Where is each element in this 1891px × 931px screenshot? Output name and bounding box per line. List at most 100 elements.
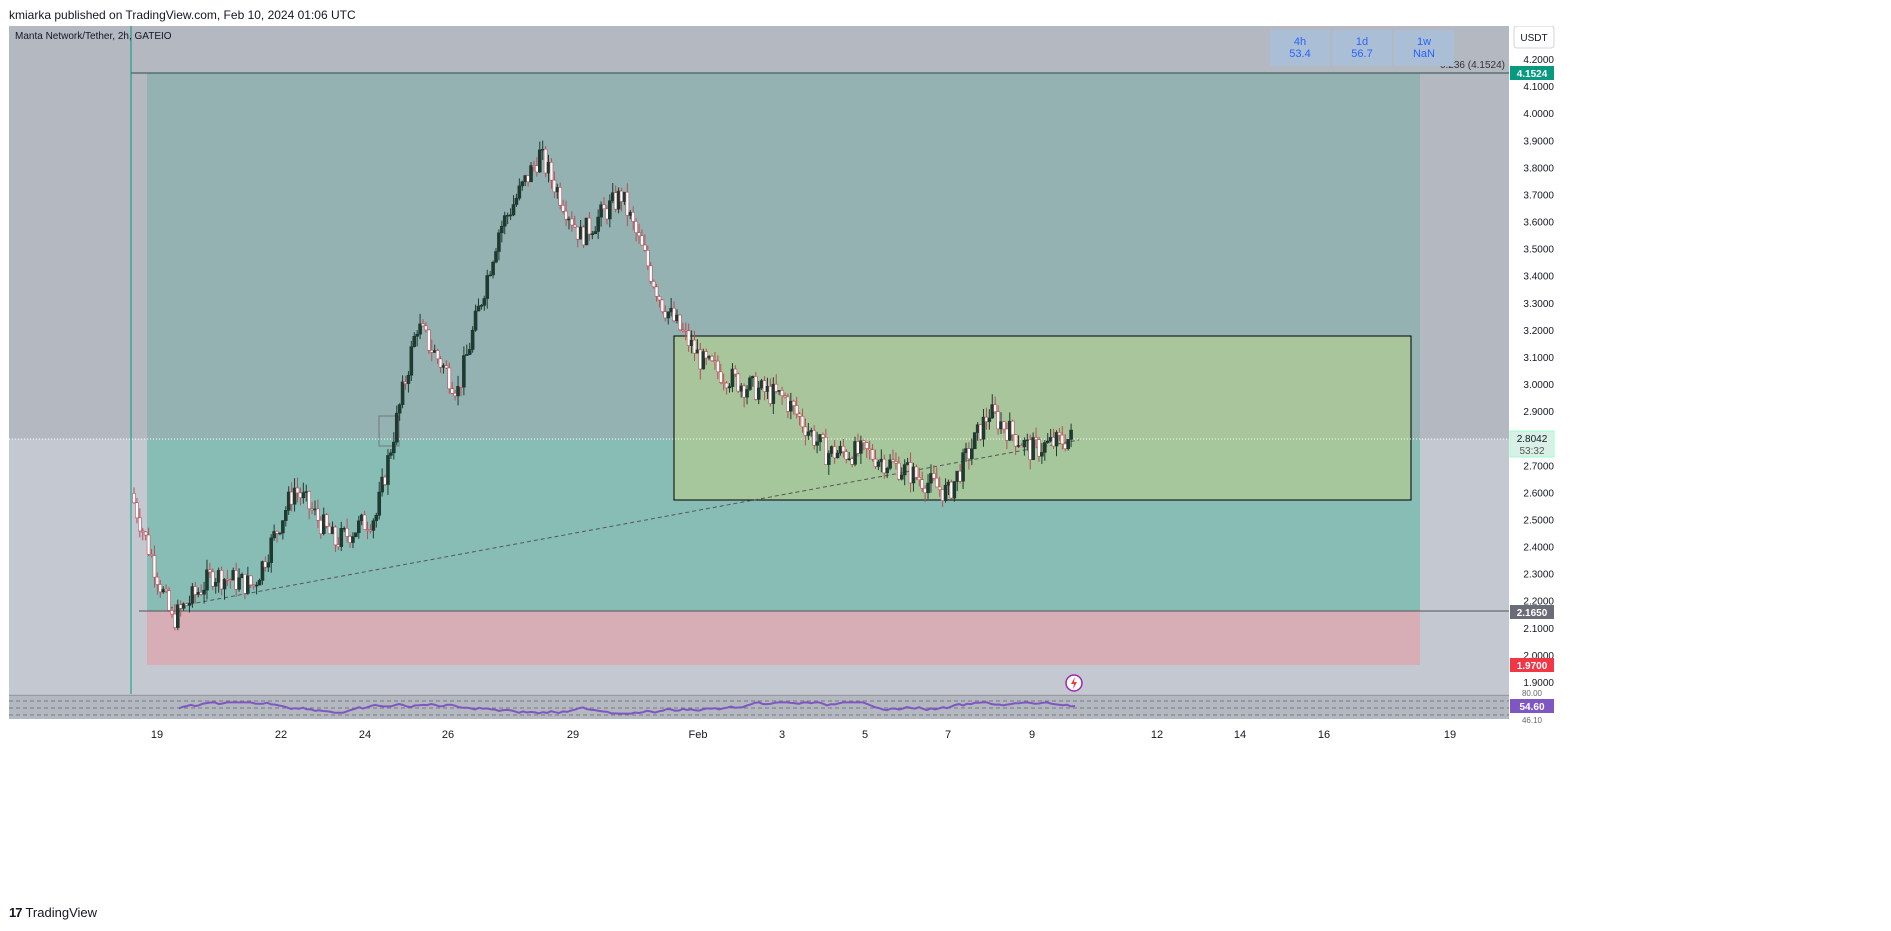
candle-body xyxy=(867,448,872,451)
candle-body xyxy=(1007,420,1012,441)
candle-body xyxy=(596,216,600,232)
candle-body xyxy=(424,325,428,331)
footer: 17 TradingView xyxy=(9,905,97,920)
candle-body xyxy=(228,579,233,581)
candle-body xyxy=(307,491,311,510)
publish-header: kmiarka published on TradingView.com, Fe… xyxy=(0,0,1891,26)
candle-body xyxy=(348,536,352,543)
time-tick-label: 7 xyxy=(945,729,951,741)
candle-body xyxy=(713,360,717,363)
candle-body xyxy=(155,576,160,585)
candle-body xyxy=(902,464,907,476)
candle-body xyxy=(891,459,895,462)
time-tick-label: 24 xyxy=(359,729,371,741)
candle-body xyxy=(266,562,271,568)
candle-body xyxy=(132,493,136,504)
candle-body xyxy=(876,461,881,467)
candle-body xyxy=(1028,439,1033,460)
candle-body xyxy=(161,588,165,593)
candle-body xyxy=(298,492,303,499)
candle-body xyxy=(1051,437,1056,447)
candle-body xyxy=(791,400,796,406)
badge-1d-tf: 1d xyxy=(1356,36,1368,48)
chart-svg[interactable]: 0.236 (4.1524) Manta Network/Tether, 2h,… xyxy=(9,25,1891,898)
candle-body xyxy=(584,217,589,246)
candle-body xyxy=(421,323,425,327)
candle-body xyxy=(634,221,638,233)
candle-body xyxy=(841,445,846,452)
currency-button[interactable]: USDT xyxy=(1513,25,1555,49)
rsi-partial-bottom: 46.10 xyxy=(1522,716,1543,725)
candle-body xyxy=(450,388,454,394)
candle-body xyxy=(532,165,536,167)
candle-body xyxy=(135,502,139,519)
time-tick-label: 3 xyxy=(779,729,785,741)
candle-body xyxy=(263,561,268,568)
candle-body xyxy=(917,477,922,481)
price-tick-label: 4.1000 xyxy=(1523,82,1554,93)
price-tick-label: 1.9000 xyxy=(1523,678,1554,689)
candle-body xyxy=(301,492,306,499)
candle-body xyxy=(351,536,355,543)
candle-body xyxy=(648,265,653,282)
price-tick-label: 2.9000 xyxy=(1523,407,1554,418)
candle-body xyxy=(964,448,968,453)
candle-body xyxy=(987,417,992,422)
price-tick-label: 2.6000 xyxy=(1523,488,1554,499)
candle-body xyxy=(742,385,746,398)
currency-label[interactable]: USDT xyxy=(1520,33,1547,44)
candle-body xyxy=(1066,439,1070,450)
price-tick-label: 3.0000 xyxy=(1523,380,1554,391)
candle-body xyxy=(435,350,440,360)
candle-body xyxy=(1040,452,1044,457)
time-tick-label: 16 xyxy=(1318,729,1330,741)
time-tick-label: 14 xyxy=(1234,729,1246,741)
candle-body xyxy=(756,387,761,400)
marker-box xyxy=(378,415,400,447)
candle-body xyxy=(561,205,565,212)
entry-badge: 2.1650 xyxy=(1517,608,1548,619)
candle-body xyxy=(937,486,942,491)
price-tick-label: 3.4000 xyxy=(1523,272,1554,283)
lightning-icon[interactable] xyxy=(1065,674,1083,692)
candle-body xyxy=(330,526,335,535)
rsi-badge: 54.60 xyxy=(1519,702,1544,713)
candle-body xyxy=(961,452,965,482)
candle-body xyxy=(908,462,913,484)
candle-body xyxy=(152,555,157,578)
candle-body xyxy=(806,431,811,436)
candle-body xyxy=(681,329,685,332)
range-box[interactable] xyxy=(673,335,1412,501)
candle-body xyxy=(616,190,621,210)
candle-body xyxy=(593,231,598,235)
candle-body xyxy=(856,441,860,454)
price-tick-label: 4.0000 xyxy=(1523,109,1554,120)
candle-body xyxy=(628,212,633,216)
candle-body xyxy=(278,532,282,535)
candle-body xyxy=(952,481,957,499)
time-tick-label: 19 xyxy=(1444,729,1456,741)
candle-body xyxy=(1022,439,1027,448)
candle-body xyxy=(237,577,241,590)
currency-button-bg[interactable] xyxy=(1513,25,1555,49)
symbol-title: Manta Network/Tether, 2h, GATEIO xyxy=(15,31,172,42)
price-tick-label: 4.2000 xyxy=(1523,55,1554,66)
candle-body xyxy=(934,477,939,488)
chart-frame[interactable]: 0.236 (4.1524) Manta Network/Tether, 2h,… xyxy=(9,25,1891,898)
candle-body xyxy=(552,179,557,193)
trend-line[interactable] xyxy=(168,439,1080,609)
candle-body xyxy=(657,296,662,301)
candle-body xyxy=(859,440,863,454)
candle-body xyxy=(818,434,822,443)
time-tick-label: 5 xyxy=(862,729,868,741)
candle-body xyxy=(187,602,192,606)
candle-body xyxy=(429,349,434,353)
candle-body xyxy=(365,529,370,531)
candle-body xyxy=(716,360,720,373)
candle-body xyxy=(517,185,522,199)
candle-body xyxy=(173,613,177,628)
price-tick-label: 2.3000 xyxy=(1523,570,1554,581)
candle-body xyxy=(500,225,504,234)
current-badge-bg xyxy=(1509,430,1555,458)
candle-body xyxy=(911,466,916,484)
